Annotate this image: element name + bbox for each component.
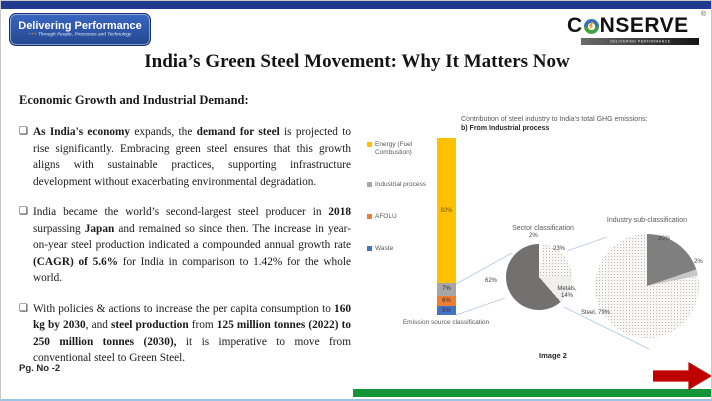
recycle-ring-icon	[583, 18, 599, 34]
bullet-item: ❑ As India's economy expands, the demand…	[19, 124, 351, 190]
chart-subtitle: b) From Industrial process	[461, 125, 550, 132]
chart-panel: Contribution of steel industry to India'…	[353, 101, 711, 363]
connector-lines	[455, 236, 650, 350]
slide-title: India’s Green Steel Movement: Why It Mat…	[144, 51, 570, 72]
lightning-bolt-icon	[588, 21, 594, 31]
page-number: Pg. No -2	[19, 363, 61, 374]
pie-label: 2%	[694, 259, 703, 265]
chart-title: Contribution of steel industry to India'…	[461, 116, 648, 123]
pie-label: 20%	[658, 236, 671, 242]
pie-label: 62%	[485, 278, 498, 284]
section-heading: Economic Growth and Industrial Demand:	[19, 93, 249, 107]
bullet-item: ❑ India became the world’s second-larges…	[19, 204, 351, 287]
body-text-column: Economic Growth and Industrial Demand: ❑…	[19, 93, 351, 381]
sector-pie-slices	[506, 244, 572, 310]
delivering-performance-badge: Delivering Performance +++ Through Peopl…	[9, 13, 151, 46]
industry-pie-slices	[595, 234, 699, 338]
bullet-text: India became the world’s second-largest …	[32, 206, 352, 284]
registered-trademark-icon: ®	[700, 11, 706, 18]
green-accent-bar	[353, 389, 711, 397]
badge-title: Delivering Performance	[18, 20, 142, 32]
bar-legend: Energy (Fuel Combustion) Industrial proce…	[367, 141, 429, 277]
badge-subtitle-row: +++ Through People, Processes and Techno…	[28, 32, 131, 37]
square-bullet-icon: ❑	[19, 126, 28, 137]
logo-text: NSERVE	[599, 14, 689, 37]
chart-title-block: Contribution of steel industry to India'…	[461, 115, 701, 133]
stacked-bar: 82% 7% 6% 5%	[437, 138, 456, 315]
sector-pie-title: Sector classification	[512, 225, 574, 232]
image-caption: Image 2	[539, 351, 567, 360]
square-bullet-icon: ❑	[19, 206, 28, 217]
logo-letter-c: C	[567, 14, 583, 37]
top-accent-bar	[1, 1, 711, 9]
bar-axis-label: Emission source classification	[402, 319, 490, 326]
industry-pie-title: Industry sub-classification	[606, 217, 688, 224]
logo-tagline: DELIVERING PERFORMANCE	[609, 39, 671, 44]
pie-label: Steel, 79%	[581, 310, 611, 316]
bullet-text: As India's economy expands, the demand f…	[32, 126, 351, 188]
pie-label: Metals, 14%	[557, 286, 577, 299]
square-bullet-icon: ❑	[19, 302, 28, 314]
badge-arrows-icon: +++	[28, 32, 37, 37]
industry-pie	[595, 234, 699, 338]
pie-label: 2%	[529, 233, 538, 239]
logo-wordmark: C NSERVE ®	[567, 11, 706, 37]
pie-label: 23%	[553, 246, 566, 252]
next-slide-arrow-icon[interactable]	[653, 362, 711, 390]
sector-pie	[506, 244, 572, 310]
bullet-item: ❑ With policies & actions to increase th…	[19, 301, 351, 367]
conserve-logo: C NSERVE ® DELIVERING PERFORMANCE	[567, 11, 706, 45]
logo-tagline-bar: DELIVERING PERFORMANCE	[581, 38, 699, 45]
bullet-text: With policies & actions to increase the …	[32, 302, 351, 365]
badge-subtitle: Through People, Processes and Technology	[38, 32, 132, 37]
